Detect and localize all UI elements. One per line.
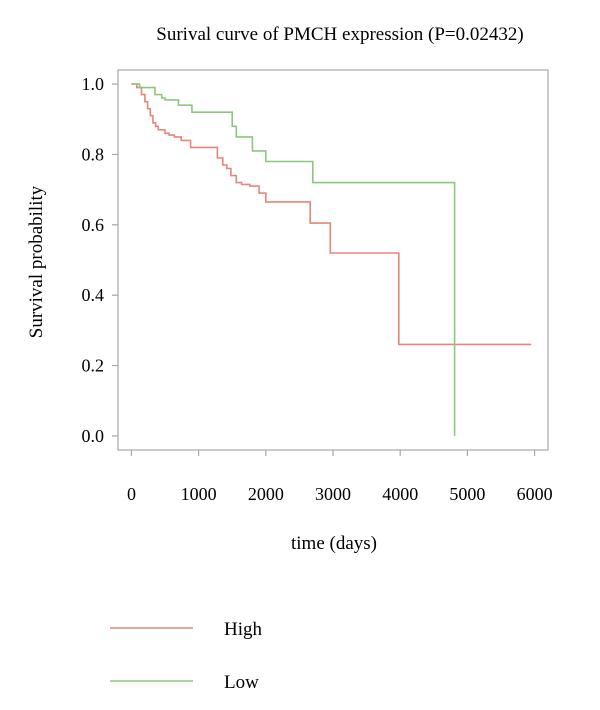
y-axis: 0.0 0.2 0.4 0.6 0.8 1.0 [82,74,118,446]
x-tick-label: 0 [127,484,136,504]
y-tick-label: 0.8 [82,144,105,164]
x-tick-label: 1000 [181,484,217,504]
legend: High Low [110,619,263,693]
y-tick-label: 1.0 [82,74,105,94]
y-tick-label: 0.2 [82,356,105,376]
x-tick-label: 5000 [449,484,485,504]
series-line-high [131,83,532,346]
legend-label-low: Low [224,672,259,693]
series-layer [131,83,532,436]
y-axis-label: Survival probability [26,185,47,338]
x-axis-label: time (days) [291,533,377,554]
series-line-low [131,83,456,436]
y-tick-label: 0.0 [82,426,105,446]
plot-frame [117,69,549,451]
y-tick-label: 0.6 [82,215,105,235]
chart-title: Surival curve of PMCH expression (P=0.02… [156,24,523,45]
legend-label-high: High [224,619,263,640]
x-tick-label: 3000 [315,484,351,504]
x-tick-label: 4000 [382,484,418,504]
x-tick-label: 2000 [248,484,284,504]
y-tick-label: 0.4 [82,285,105,305]
x-axis: 0 1000 2000 3000 4000 5000 6000 [127,450,553,504]
x-tick-label: 6000 [517,484,553,504]
